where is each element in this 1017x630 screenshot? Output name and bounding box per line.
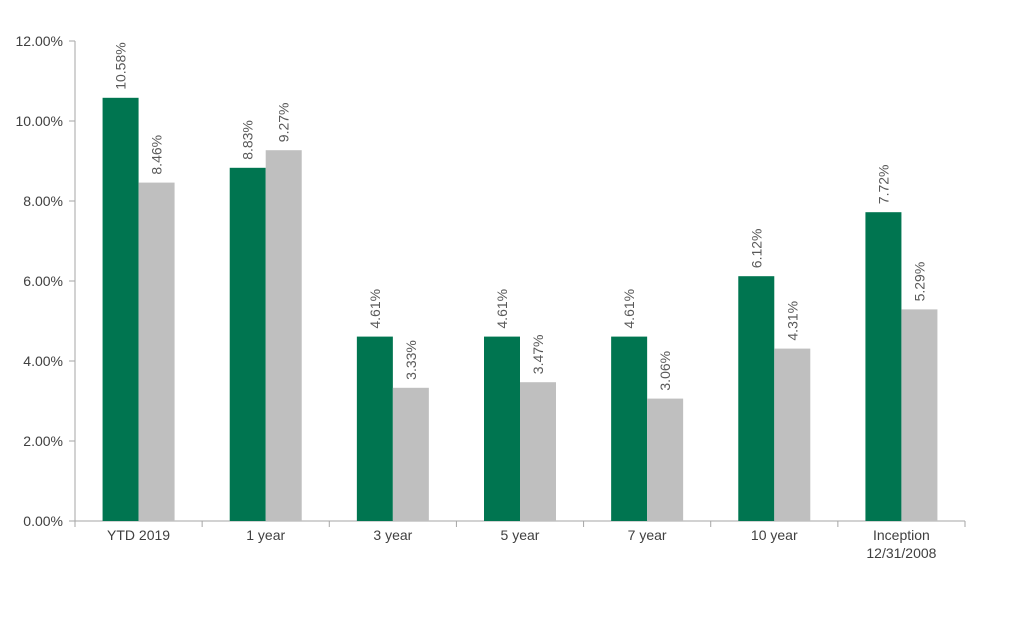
y-axis: 0.00% 2.00% 4.00% 6.00% 8.00% 10.00% 12.00% [16,33,76,529]
bar-series-2 [392,387,429,521]
y-tick-label: 6.00% [23,273,63,289]
data-label: 7.72% [875,164,891,204]
x-category-label: 3 year [373,527,412,543]
data-label: 8.83% [240,120,256,160]
bar-series-1 [738,276,775,521]
data-label: 8.46% [149,135,165,175]
x-category-label: YTD 2019 [107,527,170,543]
data-labels: 10.58% 8.83% 4.61% 4.61% 4.61% 6.12% 7.72% 8.46… [113,42,928,390]
bar-series-2 [647,398,684,521]
data-label: 4.61% [494,289,510,329]
bar-series-1 [356,336,393,521]
bar-series-2 [265,150,302,521]
bar-series-1 [484,336,520,521]
y-tick-label: 4.00% [23,353,63,369]
y-tick-label: 8.00% [23,193,63,209]
data-label: 3.06% [657,351,673,391]
data-label: 9.27% [276,102,292,142]
bar-series-2 [520,382,556,521]
data-label: 10.58% [113,42,129,89]
bar-series-1 [229,167,266,522]
y-tick-label: 10.00% [16,113,63,129]
y-tick-label: 2.00% [23,433,63,449]
x-category-label: 5 year [501,527,540,543]
x-category-label: Inception 12/31/2008 [866,527,936,561]
bar-series-1 [611,336,648,521]
data-label: 5.29% [911,262,927,302]
data-label: 3.33% [403,340,419,380]
data-label: 4.61% [621,289,637,329]
x-category-label: 10 year [751,527,798,543]
data-label: 4.61% [367,289,383,329]
y-tick-label: 0.00% [23,513,63,529]
data-label: 6.12% [748,228,764,268]
bar-series-2 [774,348,811,521]
x-category-label: 7 year [628,527,667,543]
bar-series-1 [102,97,139,522]
bar-series-1 [865,212,902,521]
data-label: 3.47% [530,334,546,374]
bar-series-2 [138,182,175,521]
y-tick-label: 12.00% [16,33,63,49]
bar-series-2 [901,309,938,521]
bars [102,97,938,522]
x-category-label: 1 year [246,527,285,543]
x-axis: YTD 2019 1 year 3 year 5 year 7 year 10 year I… [74,520,966,561]
data-label: 4.31% [784,301,800,341]
